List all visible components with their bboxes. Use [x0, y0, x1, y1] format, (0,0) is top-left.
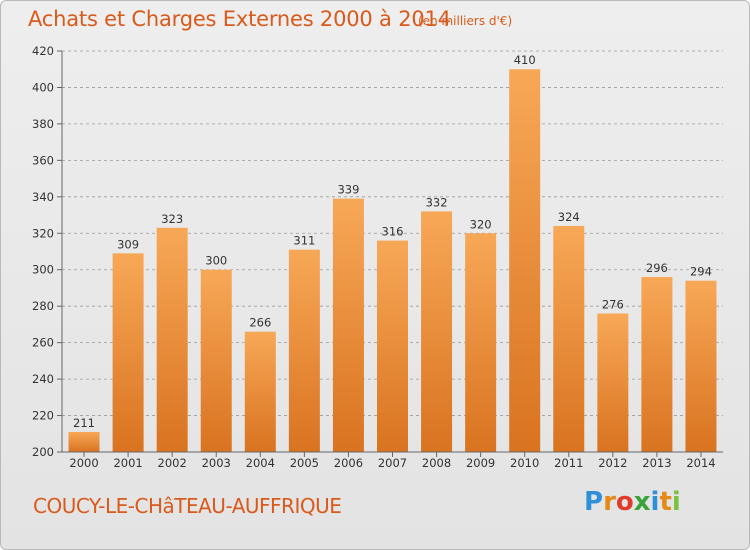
bar-2002	[156, 227, 188, 452]
bar-2004	[244, 331, 276, 452]
bar-2010	[509, 69, 541, 453]
x-tick-label: 2010	[510, 456, 539, 470]
bar-2012	[597, 313, 629, 452]
bar-2009	[465, 233, 497, 452]
y-tick-label: 260	[32, 336, 54, 350]
x-tick-label: 2006	[334, 456, 363, 470]
bar-2001	[112, 253, 144, 452]
x-tick-label: 2008	[422, 456, 451, 470]
y-tick-label: 420	[32, 44, 54, 58]
value-labels: 211 309 323 300 266 311 339 316 332 320 410 324 276 2…	[73, 53, 712, 430]
logo-letter: i	[671, 487, 681, 517]
logo-letter: r	[603, 487, 616, 517]
y-tick-label: 400	[32, 80, 54, 94]
value-label: 324	[558, 210, 580, 224]
axes: 200 220 240 260 280 300 320 340 360 380 400 420 2000…	[32, 44, 723, 470]
y-tick-label: 340	[32, 190, 54, 204]
bar-2007	[377, 240, 408, 452]
value-label: 311	[293, 234, 315, 248]
value-label: 320	[470, 217, 492, 231]
bar-2003	[200, 269, 232, 452]
y-tick-label: 280	[32, 299, 54, 313]
logo-letter: t	[659, 487, 672, 517]
x-tick-label: 2004	[246, 456, 275, 470]
x-tick-label: 2011	[554, 456, 583, 470]
value-label: 266	[249, 316, 271, 330]
value-label: 410	[514, 53, 536, 67]
x-tick-label: 2007	[378, 456, 407, 470]
proxiti-logo: Proxiti	[584, 487, 681, 517]
x-tick-label: 2014	[686, 456, 715, 470]
value-label: 316	[382, 225, 404, 239]
y-tick-label: 360	[32, 153, 54, 167]
bar-2011	[553, 225, 585, 452]
y-tick-label: 200	[32, 445, 54, 459]
x-tick-label: 2002	[158, 456, 187, 470]
bar-2008	[421, 211, 453, 452]
y-tick-label: 380	[32, 117, 54, 131]
value-label: 296	[646, 261, 668, 275]
value-label: 332	[426, 195, 448, 209]
place-name: COUCY-LE-CHâTEAU-AUFFRIQUE	[33, 494, 342, 518]
y-tick-label: 300	[32, 263, 54, 277]
value-label: 339	[337, 183, 359, 197]
value-label: 309	[117, 237, 139, 251]
value-label: 294	[690, 265, 712, 279]
bars	[68, 69, 717, 453]
x-tick-label: 2001	[113, 456, 142, 470]
x-tick-label: 2003	[202, 456, 231, 470]
value-label: 211	[73, 416, 95, 430]
bar-2000	[68, 431, 100, 452]
logo-letter: P	[584, 487, 604, 517]
logo-letter: x	[633, 487, 651, 517]
y-tick-label: 240	[32, 372, 54, 386]
value-label: 300	[205, 254, 227, 268]
y-tick-label: 320	[32, 226, 54, 240]
x-tick-label: 2005	[290, 456, 319, 470]
bar-2005	[288, 249, 320, 452]
y-tick-label: 220	[32, 409, 54, 423]
x-tick-label: 2012	[598, 456, 627, 470]
bar-2014	[685, 280, 717, 452]
bar-2006	[332, 198, 364, 452]
value-label: 323	[161, 212, 183, 226]
value-label: 276	[602, 297, 624, 311]
x-tick-label: 2000	[69, 456, 98, 470]
logo-letter: o	[615, 487, 634, 517]
logo-letter: i	[650, 487, 660, 517]
chart-unit: (en milliers d'€)	[418, 14, 513, 28]
x-tick-label: 2009	[466, 456, 495, 470]
x-tick-label: 2013	[642, 456, 671, 470]
bar-2013	[641, 277, 673, 452]
chart-title: Achats et Charges Externes 2000 à 2014	[28, 7, 451, 31]
